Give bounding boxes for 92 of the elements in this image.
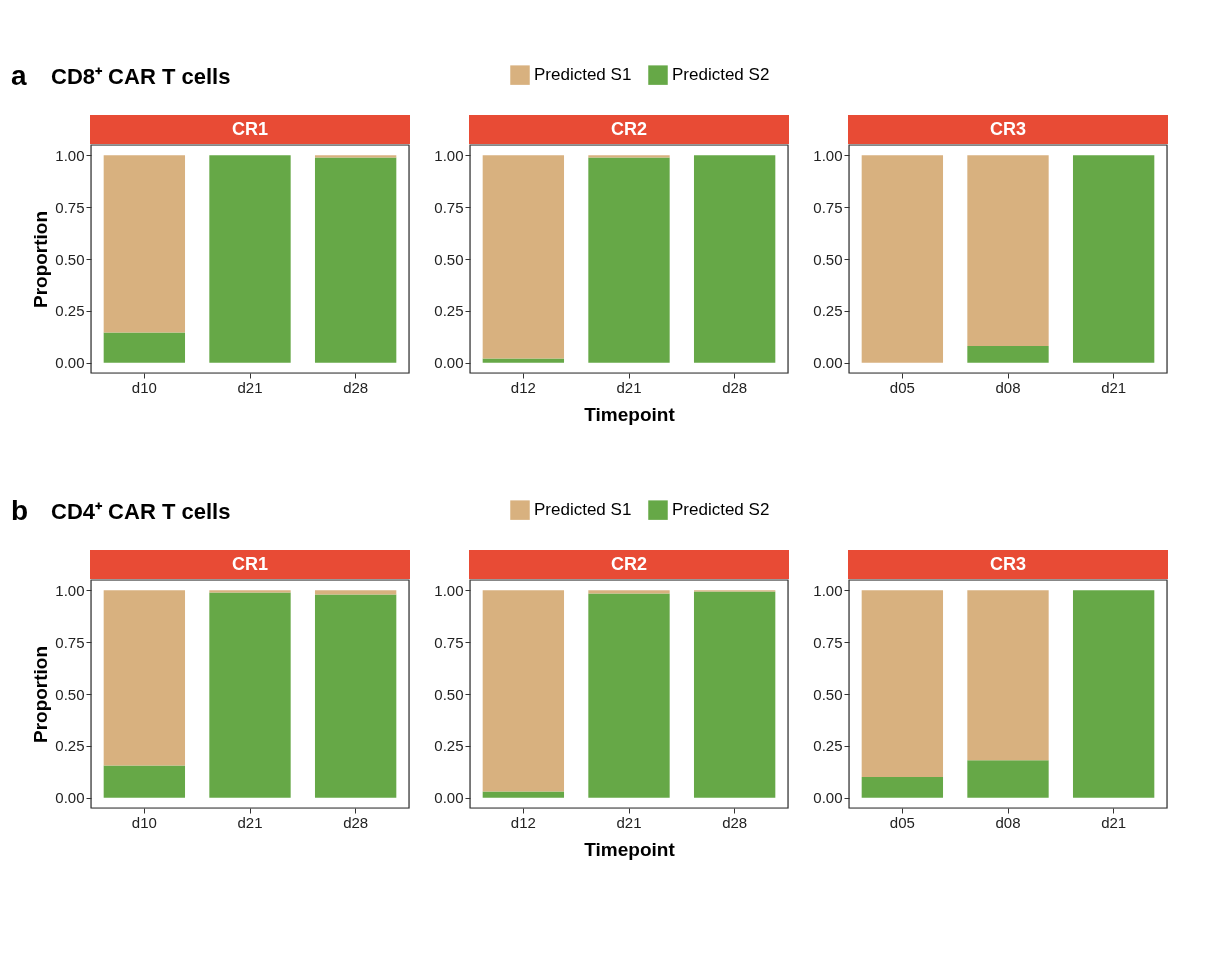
text: b <box>11 495 29 526</box>
legend-label: Predicted S2 <box>672 65 770 85</box>
x-tick-label: d21 <box>616 378 642 396</box>
y-tick-label: 1.00 <box>813 581 843 599</box>
y-tick-label: 1.00 <box>55 581 85 599</box>
text: a <box>11 60 27 91</box>
bar <box>588 157 670 363</box>
y-tick-label: 1.00 <box>813 146 843 164</box>
bar <box>314 594 397 798</box>
y-tick-label: 0.50 <box>434 250 464 268</box>
bar <box>693 591 776 798</box>
chart-title: CR3 <box>989 119 1027 139</box>
bar <box>314 155 397 158</box>
legend-label: Predicted S1 <box>534 65 632 85</box>
bar <box>482 590 565 792</box>
bar <box>588 155 670 158</box>
text: CD4⁺ CAR T cells <box>51 499 231 524</box>
x-tick-label: d10 <box>131 813 157 831</box>
y-tick-label: 0.25 <box>813 302 843 320</box>
y-tick-label: 0.00 <box>434 354 464 372</box>
x-tick-label: d05 <box>889 378 915 396</box>
x-axis-title: Timepoint <box>584 403 676 425</box>
bar <box>482 155 565 359</box>
bar <box>209 590 291 593</box>
bar <box>209 592 291 798</box>
y-tick-label: 0.25 <box>434 302 464 320</box>
legend-label: Predicted S1 <box>534 500 632 520</box>
bar <box>103 332 186 363</box>
x-tick-label: d21 <box>237 813 263 831</box>
y-tick-label: 0.00 <box>55 789 85 807</box>
y-tick-label: 0.00 <box>813 354 843 372</box>
y-tick-label: 0.75 <box>55 633 85 651</box>
y-tick-label: 0.00 <box>813 789 843 807</box>
y-tick-label: 0.50 <box>434 685 464 703</box>
bar <box>588 593 670 798</box>
bar <box>103 765 186 798</box>
bar <box>967 590 1049 761</box>
y-tick-label: 0.00 <box>55 354 85 372</box>
x-tick-label: d28 <box>722 813 748 831</box>
y-tick-label: 1.00 <box>55 146 85 164</box>
chart-title: CR1 <box>231 119 269 139</box>
y-tick-label: 0.50 <box>813 250 843 268</box>
x-tick-label: d08 <box>995 813 1021 831</box>
bar <box>314 590 397 595</box>
bar <box>103 155 186 333</box>
x-axis-title: Timepoint <box>584 838 676 860</box>
bar <box>314 157 397 363</box>
y-tick-label: 0.25 <box>813 737 843 755</box>
bar <box>861 776 944 798</box>
x-tick-label: d28 <box>722 378 748 396</box>
y-tick-label: 0.25 <box>55 302 85 320</box>
bar <box>103 590 186 766</box>
x-tick-label: d21 <box>1101 813 1127 831</box>
bar <box>861 590 944 777</box>
x-tick-label: d10 <box>131 378 157 396</box>
bar <box>482 791 565 798</box>
bar <box>1072 590 1155 798</box>
x-tick-label: d08 <box>995 378 1021 396</box>
y-tick-label: 0.75 <box>813 633 843 651</box>
y-tick-label: 0.50 <box>55 685 85 703</box>
text: CD8⁺ CAR T cells <box>51 64 231 89</box>
x-tick-label: d21 <box>616 813 642 831</box>
y-tick-label: 0.50 <box>55 250 85 268</box>
bar <box>693 155 776 363</box>
x-tick-label: d21 <box>237 378 263 396</box>
y-tick-label: 0.75 <box>813 198 843 216</box>
bar <box>482 358 565 363</box>
chart-title: CR1 <box>231 554 269 574</box>
y-tick-label: 0.75 <box>55 198 85 216</box>
x-tick-label: d05 <box>889 813 915 831</box>
y-tick-label: 1.00 <box>434 146 464 164</box>
y-tick-label: 0.75 <box>434 633 464 651</box>
y-tick-label: 0.50 <box>813 685 843 703</box>
bar <box>588 590 670 594</box>
x-tick-label: d28 <box>343 813 369 831</box>
x-tick-label: d21 <box>1101 378 1127 396</box>
chart-title: CR2 <box>610 554 648 574</box>
legend-label: Predicted S2 <box>672 500 770 520</box>
bar <box>967 760 1049 798</box>
y-axis-title: Proportion <box>30 645 52 744</box>
y-tick-label: 0.00 <box>434 789 464 807</box>
bar <box>209 155 291 363</box>
y-tick-label: 1.00 <box>434 581 464 599</box>
y-tick-label: 0.75 <box>434 198 464 216</box>
x-tick-label: d12 <box>510 813 536 831</box>
y-tick-label: 0.25 <box>55 737 85 755</box>
y-tick-label: 0.25 <box>434 737 464 755</box>
x-tick-label: d12 <box>510 378 536 396</box>
y-axis-title: Proportion <box>30 210 52 309</box>
x-tick-label: d28 <box>343 378 369 396</box>
chart-title: CR2 <box>610 119 648 139</box>
chart-title: CR3 <box>989 554 1027 574</box>
